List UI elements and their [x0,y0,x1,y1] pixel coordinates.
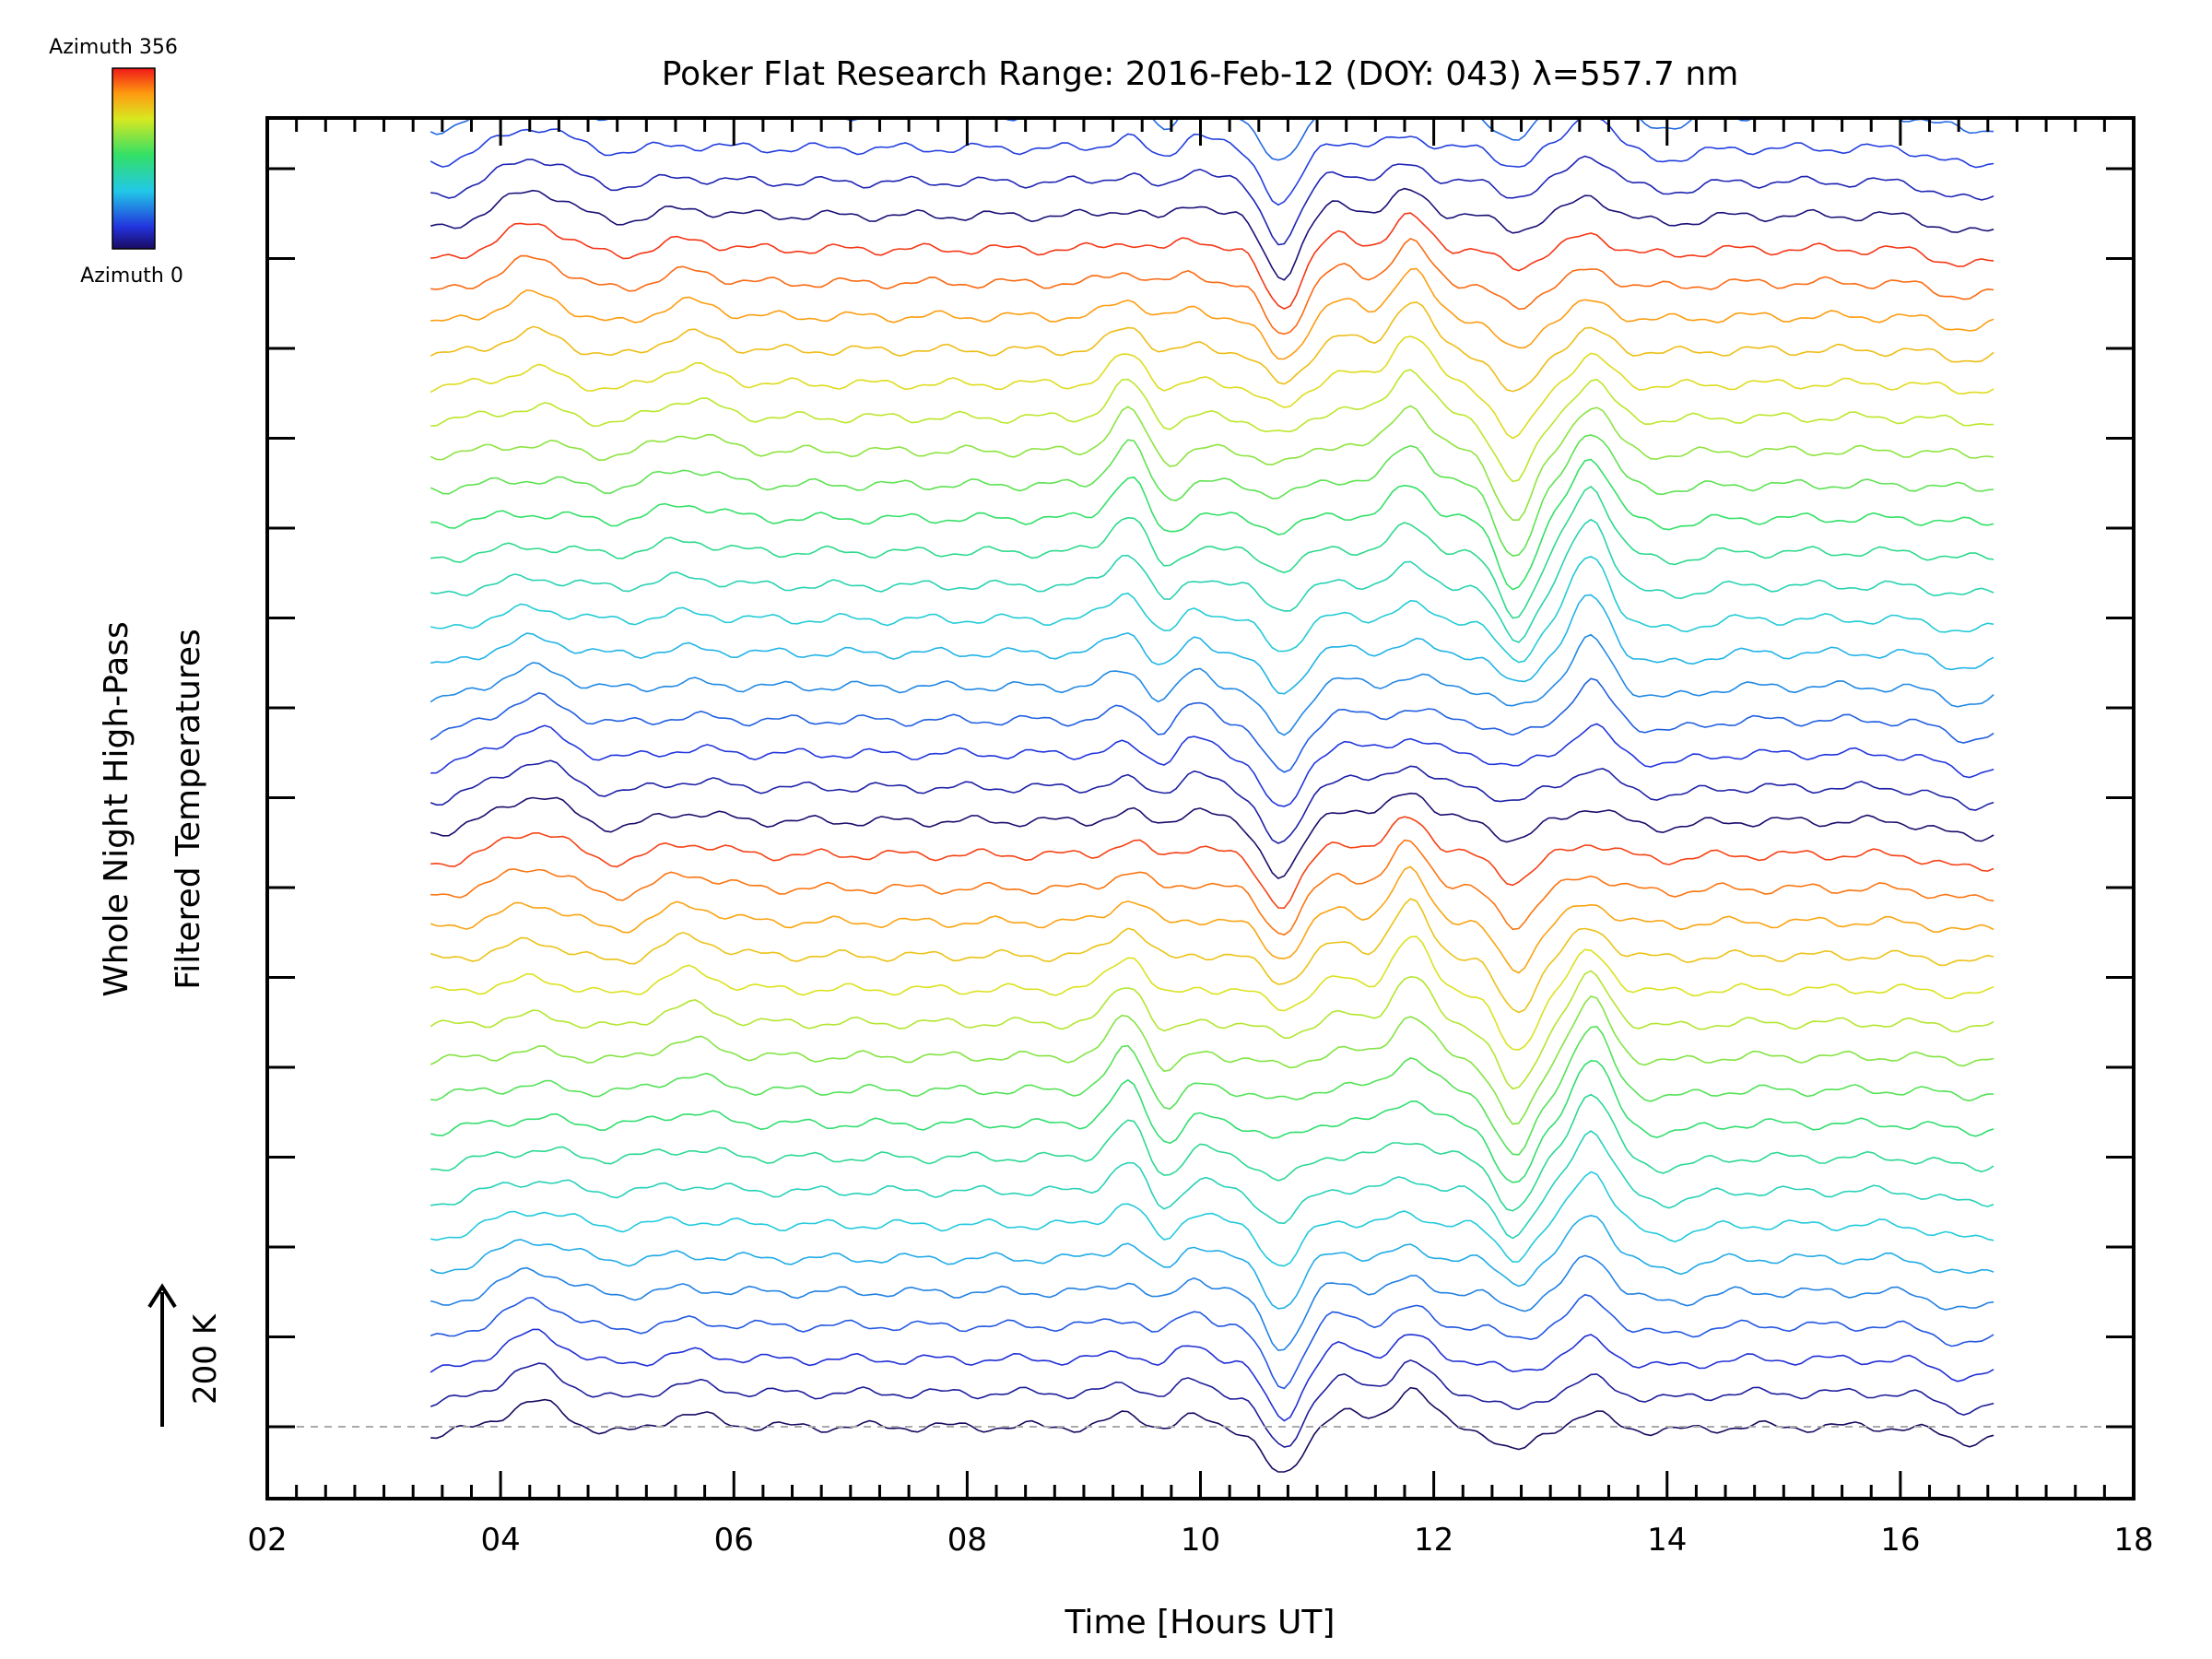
scale-bar: 200 K [147,1283,224,1427]
colorbar-gradient [112,67,156,250]
series-line [430,1130,1994,1240]
x-tick-label: 06 [714,1522,754,1559]
series-line [429,434,1994,557]
series-line [429,335,1994,440]
x-tick-label: 18 [2113,1522,2153,1559]
series-line [430,839,1994,936]
series-line [430,187,1994,281]
series-line [429,1214,1994,1310]
series-line [430,486,1994,619]
y-axis-label-line1: Whole Night High-Pass [98,621,135,997]
series-line [430,1093,1994,1212]
series-line [429,1059,1994,1183]
series-line [429,898,1994,1014]
chart-title: Poker Flat Research Range: 2016-Feb-12 (… [662,55,1739,93]
scale-bar-arrow-head [147,1283,177,1309]
series-line [429,759,1994,844]
series-line [429,865,1994,974]
scale-bar-label: 200 K [187,1312,224,1405]
y-axis-label-line2: Filtered Temperatures [170,629,207,990]
series-line [430,0,1994,62]
x-tick-label: 12 [1414,1522,1453,1559]
x-axis-ticks [265,118,2136,1499]
series-line [430,1171,1994,1267]
series-line [430,458,1994,591]
colorbar: Azimuth 356 Azimuth 0 [49,36,183,288]
colorbar-bottom-label: Azimuth 0 [80,265,183,288]
series-line [430,267,1994,360]
colorbar-top-label: Azimuth 356 [49,36,178,59]
series-line [429,1293,1994,1390]
series-line [429,118,1994,206]
series-line [430,556,1994,664]
x-tick-label: 04 [480,1522,520,1559]
series-line [430,1386,1994,1473]
series-line [430,723,1994,807]
series-line [430,792,1994,880]
series-line [429,633,1994,736]
series-line [430,594,1994,695]
series-layer [429,0,1994,1473]
series-line [429,1254,1994,1352]
series-line [430,518,1994,643]
x-axis-label: Time [Hours UT] [1065,1604,1335,1641]
series-line [430,155,1994,246]
series-line [429,405,1994,521]
series-line [429,1359,1994,1448]
series-line [429,994,1994,1125]
series-line [430,237,1994,335]
y-axis-ticks [267,167,2134,1429]
series-line [430,212,1994,311]
series-line [429,300,1994,393]
series-line [430,0,1994,14]
series-line [429,1328,1994,1422]
x-tick-label: 02 [247,1522,287,1559]
series-line [430,1026,1994,1156]
x-tick-label: 14 [1647,1522,1687,1559]
x-tick-label: 16 [1880,1522,1920,1559]
series-line [430,0,1994,38]
x-tick-label: 10 [1181,1522,1220,1559]
series-line [430,369,1994,483]
series-line [429,970,1994,1090]
x-axis-tick-labels: 02 04 06 08 10 12 14 16 18 [247,1522,2153,1559]
series-line [430,816,1994,910]
series-line [429,677,1994,773]
series-line [430,935,1994,1051]
x-tick-label: 08 [947,1522,987,1559]
